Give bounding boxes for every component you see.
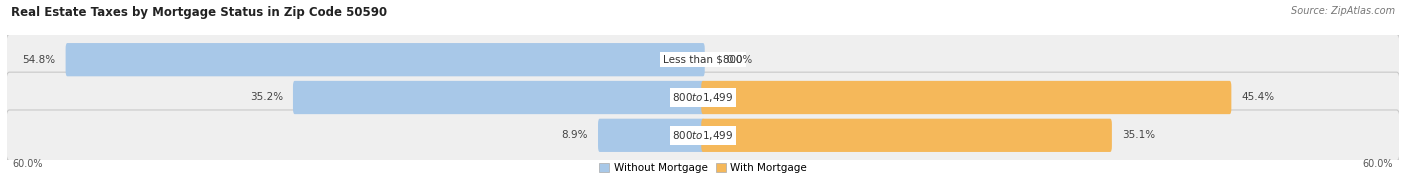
Text: $800 to $1,499: $800 to $1,499 [672,129,734,142]
Text: $800 to $1,499: $800 to $1,499 [672,91,734,104]
FancyBboxPatch shape [292,81,704,114]
Text: Source: ZipAtlas.com: Source: ZipAtlas.com [1291,6,1395,16]
Text: 0.0%: 0.0% [725,55,752,65]
Text: Real Estate Taxes by Mortgage Status in Zip Code 50590: Real Estate Taxes by Mortgage Status in … [11,6,388,19]
FancyBboxPatch shape [66,43,704,76]
FancyBboxPatch shape [6,34,1400,85]
Text: Less than $800: Less than $800 [664,55,742,65]
Text: 54.8%: 54.8% [22,55,56,65]
FancyBboxPatch shape [598,119,704,152]
Text: 35.1%: 35.1% [1122,130,1154,140]
Text: 35.2%: 35.2% [250,92,283,103]
FancyBboxPatch shape [702,81,1232,114]
Text: 60.0%: 60.0% [1362,159,1393,169]
FancyBboxPatch shape [702,119,1112,152]
FancyBboxPatch shape [6,72,1400,123]
Text: 8.9%: 8.9% [561,130,588,140]
Legend: Without Mortgage, With Mortgage: Without Mortgage, With Mortgage [595,159,811,177]
Text: 60.0%: 60.0% [13,159,44,169]
FancyBboxPatch shape [6,110,1400,161]
Text: 45.4%: 45.4% [1241,92,1274,103]
